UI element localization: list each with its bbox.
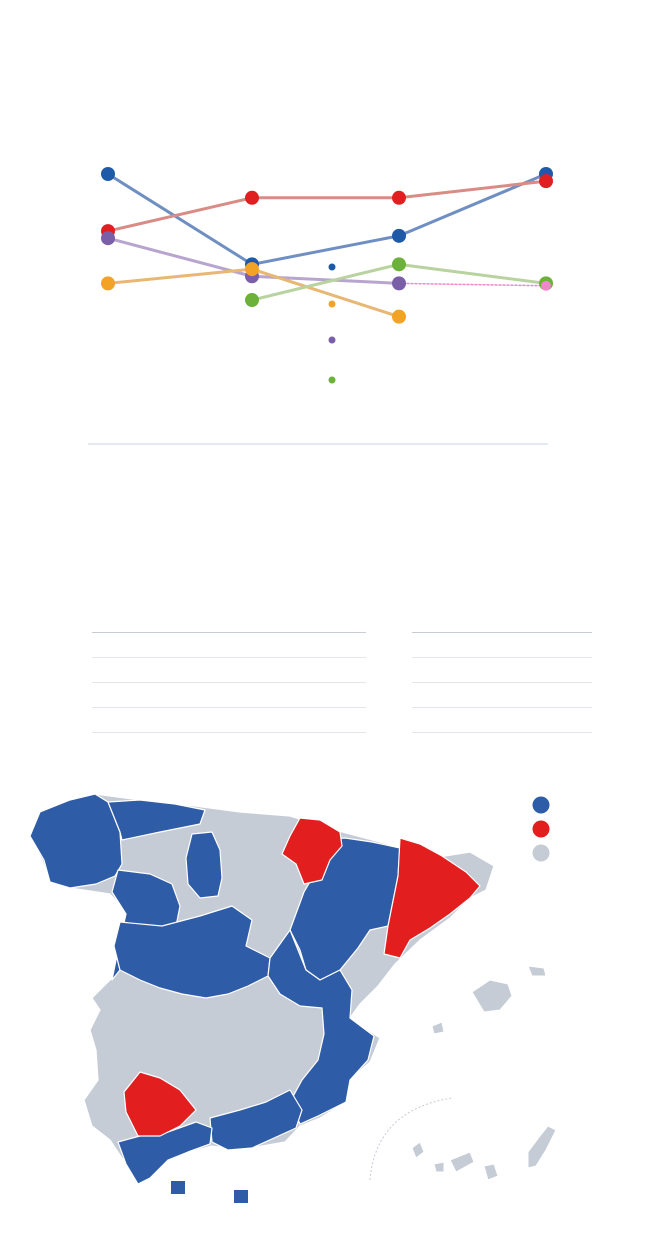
map-region bbox=[527, 965, 547, 977]
map-region bbox=[483, 1163, 499, 1181]
map-region bbox=[185, 831, 223, 899]
table-header-rule bbox=[92, 632, 366, 633]
data-point bbox=[245, 262, 259, 277]
chart-legend bbox=[328, 263, 336, 384]
data-point bbox=[392, 276, 406, 291]
data-point bbox=[392, 228, 406, 243]
series-line-segment bbox=[106, 196, 254, 233]
table-row bbox=[412, 657, 592, 658]
legend-swatch bbox=[328, 376, 336, 384]
map-region bbox=[113, 905, 271, 999]
map-region bbox=[471, 979, 513, 1013]
map-legend bbox=[532, 796, 550, 862]
map-region bbox=[433, 1161, 445, 1173]
map-region bbox=[449, 1151, 475, 1173]
table-row bbox=[92, 682, 366, 683]
map-region bbox=[431, 1021, 445, 1035]
table-row bbox=[92, 732, 366, 733]
table-row bbox=[412, 707, 592, 708]
results-table-left bbox=[92, 632, 366, 757]
map-key-swatch bbox=[234, 1190, 248, 1203]
map-region bbox=[527, 1125, 557, 1169]
series-line-segment bbox=[397, 179, 548, 200]
map-legend-swatch bbox=[532, 820, 550, 838]
series-line-segment bbox=[106, 267, 254, 285]
map-region bbox=[281, 817, 343, 885]
series-line-segment bbox=[398, 282, 547, 287]
table-row bbox=[92, 657, 366, 658]
map-region bbox=[209, 1089, 303, 1151]
data-point bbox=[392, 309, 406, 324]
series-line-segment bbox=[106, 172, 254, 266]
slope-chart bbox=[88, 167, 553, 445]
table-header-rule bbox=[412, 632, 592, 633]
map-region bbox=[411, 1141, 425, 1159]
series-line-segment bbox=[250, 267, 401, 319]
map-legend-swatch bbox=[532, 796, 550, 814]
series-line-segment bbox=[250, 262, 401, 302]
data-point bbox=[539, 174, 553, 189]
legend-swatch bbox=[328, 263, 336, 271]
spain-choropleth-map bbox=[29, 793, 557, 1203]
map-region bbox=[107, 799, 206, 841]
data-point bbox=[245, 293, 259, 308]
canary-inset-arc bbox=[369, 1097, 453, 1181]
map-region bbox=[267, 929, 375, 1125]
map-bottom-keys bbox=[171, 1181, 248, 1203]
data-point bbox=[392, 190, 406, 205]
series-line-segment bbox=[397, 262, 548, 285]
map-region bbox=[29, 793, 123, 889]
map-key-swatch bbox=[171, 1181, 185, 1194]
data-point bbox=[245, 190, 259, 205]
legend-swatch bbox=[328, 336, 336, 344]
table-row bbox=[412, 682, 592, 683]
map-region bbox=[123, 1071, 197, 1137]
data-point bbox=[101, 276, 115, 291]
series-points bbox=[101, 167, 553, 324]
series-lines bbox=[106, 172, 548, 319]
series-line-segment bbox=[250, 234, 401, 266]
data-point bbox=[392, 257, 406, 272]
data-point bbox=[541, 280, 551, 291]
table-row bbox=[92, 707, 366, 708]
table-row bbox=[412, 732, 592, 733]
data-point bbox=[101, 231, 115, 246]
series-line-segment bbox=[106, 236, 254, 278]
map-legend-swatch bbox=[532, 844, 550, 862]
legend-swatch bbox=[328, 300, 336, 308]
map-region bbox=[383, 837, 481, 959]
results-table-right bbox=[412, 632, 592, 757]
data-point bbox=[101, 167, 115, 181]
